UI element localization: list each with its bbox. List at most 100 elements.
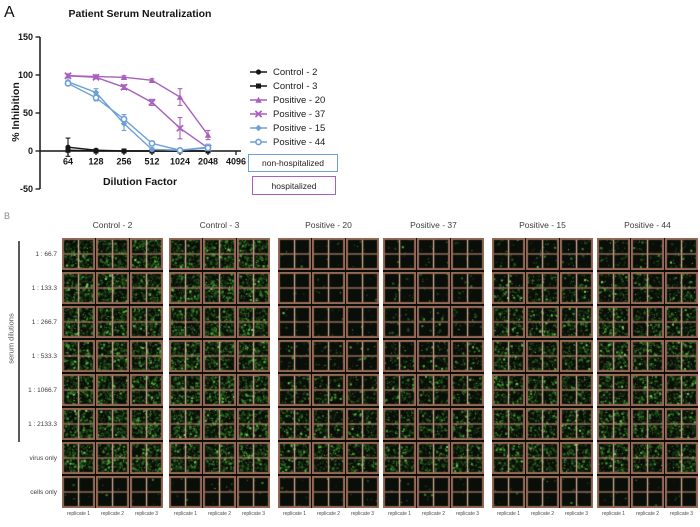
marker-circle-open: [92, 94, 100, 102]
group-header-control-3: Control - 3: [199, 220, 240, 230]
well-image: [96, 374, 129, 406]
well-image: [130, 442, 163, 474]
legend-item: Positive - 15: [250, 121, 325, 135]
marker-square-filled: [65, 147, 71, 153]
well-image: [665, 408, 698, 440]
y-tick-label: -50: [20, 184, 33, 194]
well-image: [492, 306, 525, 338]
well-image: [597, 408, 630, 440]
well-image: [665, 238, 698, 270]
row-label: 1 : 133.3: [31, 285, 57, 292]
series-line-Control-3: [67, 149, 208, 152]
well-image: [169, 272, 202, 304]
well-image: [62, 476, 95, 508]
legend-item: Control - 3: [250, 79, 325, 93]
well-image: [526, 408, 559, 440]
well-image: [237, 374, 270, 406]
marker-square-filled: [93, 148, 99, 154]
well-image: [96, 272, 129, 304]
well-image: [278, 238, 311, 270]
marker-circle-open: [148, 139, 156, 147]
replicate-label: replicate 2: [100, 511, 125, 517]
group-column-control-2: [62, 238, 163, 508]
well-image: [526, 272, 559, 304]
well-image: [312, 340, 345, 372]
well-image: [526, 374, 559, 406]
marker-x-cross: [148, 98, 156, 107]
group-column-positive-37: [383, 238, 484, 508]
well-image: [560, 442, 593, 474]
marker-square-filled: [256, 83, 261, 89]
well-image: [96, 306, 129, 338]
well-image: [417, 238, 450, 270]
x-cross-legend-icon: [250, 110, 267, 118]
marker-x-cross: [92, 73, 100, 81]
square-filled-legend-icon: [250, 83, 267, 89]
well-image: [96, 238, 129, 270]
well-image: [631, 306, 664, 338]
well-image: [203, 238, 236, 270]
replicate-label: replicate 1: [66, 511, 91, 517]
well-image: [417, 340, 450, 372]
replicate-label: replicate 1: [173, 511, 198, 517]
well-image: [237, 442, 270, 474]
well-image: [417, 306, 450, 338]
marker-diamond-filled: [148, 146, 156, 153]
row-label: 1 : 2133.3: [28, 421, 57, 428]
well-image: [278, 340, 311, 372]
well-image: [451, 272, 484, 304]
diamond-filled-legend-icon: [250, 124, 267, 132]
group-column-positive-15: [492, 238, 593, 508]
well-image: [451, 442, 484, 474]
well-image: [62, 374, 95, 406]
well-image: [278, 442, 311, 474]
legend-item-label: Control - 2: [273, 66, 318, 78]
x-tick-label: 512: [144, 157, 159, 167]
well-image: [631, 476, 664, 508]
x-tick-label: 64: [63, 157, 73, 167]
group-box-non-hospitalized-label: non-hospitalized: [262, 158, 324, 168]
marker-circle-open: [176, 146, 184, 154]
well-image: [526, 442, 559, 474]
well-image: [526, 238, 559, 270]
well-image: [237, 340, 270, 372]
well-image: [312, 476, 345, 508]
group-header-control-2: Control - 2: [92, 220, 133, 230]
well-image: [631, 374, 664, 406]
marker-circle-open: [255, 138, 262, 146]
well-image: [492, 374, 525, 406]
well-image: [312, 306, 345, 338]
well-image: [665, 442, 698, 474]
well-image: [96, 340, 129, 372]
well-image: [560, 306, 593, 338]
group-header-positive-20: Positive - 20: [305, 220, 352, 230]
circle-filled-legend-icon: [250, 69, 267, 75]
well-image: [451, 374, 484, 406]
group-box-hospitalized-label: hospitalized: [271, 180, 317, 191]
well-image: [631, 442, 664, 474]
replicate-label: replicate 1: [496, 511, 521, 517]
well-image: [130, 306, 163, 338]
well-image: [169, 374, 202, 406]
well-image: [130, 374, 163, 406]
well-image: [451, 238, 484, 270]
replicate-label: replicate 3: [669, 511, 694, 517]
replicate-label: replicate 1: [601, 511, 626, 517]
well-image: [383, 272, 416, 304]
well-image: [312, 442, 345, 474]
well-image: [665, 476, 698, 508]
well-image: [237, 238, 270, 270]
well-image: [130, 238, 163, 270]
well-image: [237, 306, 270, 338]
well-image: [597, 272, 630, 304]
legend-item: Positive - 44: [250, 135, 325, 149]
well-image: [383, 340, 416, 372]
well-image: [237, 408, 270, 440]
well-image: [417, 272, 450, 304]
well-image: [278, 408, 311, 440]
well-image: [383, 306, 416, 338]
well-image: [492, 476, 525, 508]
well-image: [169, 340, 202, 372]
well-image: [383, 408, 416, 440]
